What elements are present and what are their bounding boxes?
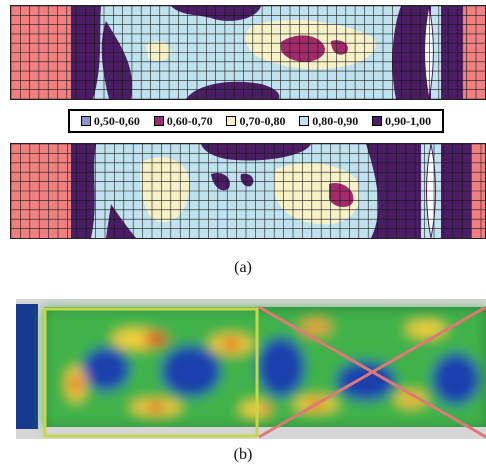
cross-line-2 bbox=[258, 305, 486, 439]
contour-map-top bbox=[10, 5, 486, 100]
legend-label: 0,80-0,90 bbox=[312, 113, 359, 128]
caption-b: (b) bbox=[233, 446, 253, 463]
legend-item: 0,90-1,00 bbox=[372, 114, 431, 129]
heatmap-panel bbox=[16, 299, 486, 439]
legend-item: 0,70-0,80 bbox=[226, 114, 285, 129]
legend-label: 0,90-1,00 bbox=[385, 113, 432, 128]
contour-plot-top bbox=[11, 6, 485, 99]
caption-a: (a) bbox=[234, 259, 252, 276]
legend-swatch bbox=[372, 116, 383, 126]
legend-label: 0,60-0,70 bbox=[166, 113, 213, 128]
legend-label: 0,70-0,80 bbox=[239, 113, 286, 128]
heatmap bbox=[16, 299, 486, 439]
legend-item: 0,80-0,90 bbox=[299, 114, 358, 129]
legend-swatch bbox=[80, 116, 91, 126]
legend-label: 0,50-0,60 bbox=[93, 113, 140, 128]
legend-swatch bbox=[153, 116, 164, 126]
legend-swatch bbox=[299, 116, 310, 126]
contour-plot-bottom bbox=[11, 144, 485, 238]
selection-frame bbox=[43, 307, 259, 438]
legend: 0,50-0,60 0,60-0,70 0,70-0,80 0,80-0,90 0,90… bbox=[68, 109, 444, 133]
legend-swatch bbox=[226, 116, 237, 126]
legend-item: 0,50-0,60 bbox=[80, 113, 140, 129]
legend-item: 0,60-0,70 bbox=[153, 113, 213, 129]
contour-map-bottom bbox=[10, 143, 486, 239]
